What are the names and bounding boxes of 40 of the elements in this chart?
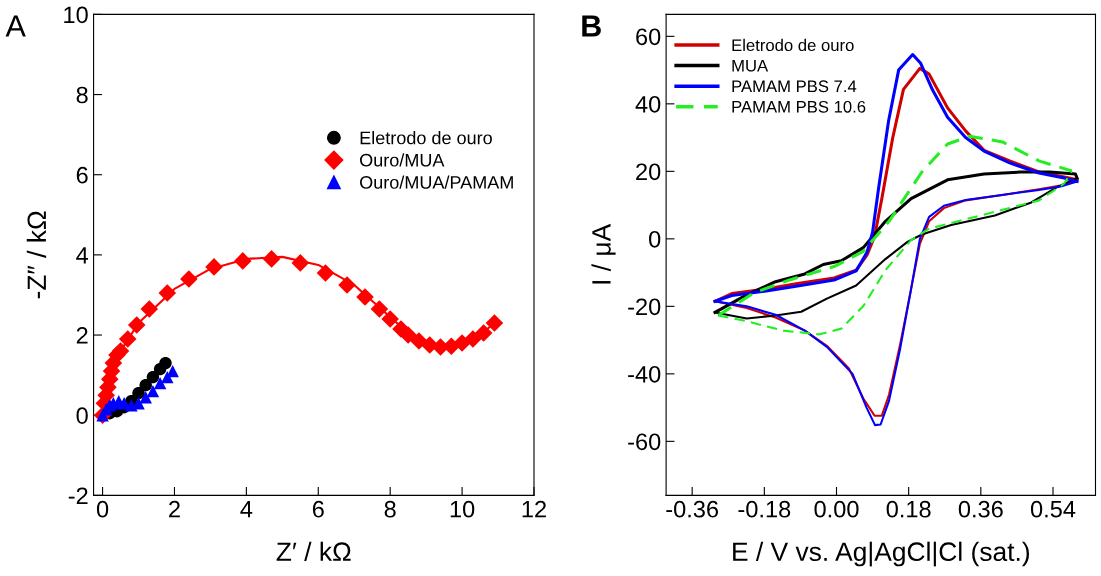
x-tick-label: 12	[522, 500, 546, 518]
y-tick-label: 8	[76, 86, 88, 104]
x-tick-label: 8	[384, 500, 396, 518]
y-tick-label: 40	[635, 95, 661, 113]
x-tick-label: 0.36	[958, 500, 1003, 518]
x-tick-label: 0.54	[1030, 500, 1076, 518]
chart-title: A	[5, 15, 26, 37]
x-tick-label: 0	[96, 500, 109, 518]
y-tick-label: -20	[628, 298, 661, 316]
y-tick-label: -60	[628, 433, 661, 451]
legend-label: Eletrodo de ouro	[732, 38, 854, 52]
y-tick-label: 0	[649, 230, 661, 248]
y-tick-label: 4	[76, 247, 89, 264]
x-axis-title: E / V vs. Ag|AgCl|Cl (sat.)	[733, 541, 1029, 567]
y-tick-label: -2	[68, 487, 88, 504]
y-axis-title: -Z″ / kΩ	[26, 211, 47, 299]
y-tick-label: -40	[628, 365, 661, 383]
y-axis-title: I / μA	[591, 223, 616, 284]
legend-label: Ouro/MUA/PAMAM	[360, 175, 513, 189]
x-tick-label: 0.00	[814, 500, 859, 518]
legend-label: Eletrodo de ouro	[360, 131, 492, 145]
x-tick-label: -0.36	[666, 500, 719, 518]
x-tick-label: -0.18	[738, 500, 791, 518]
y-tick-label: 2	[76, 327, 88, 344]
x-tick-label: 4	[240, 501, 253, 518]
legend-label: PAMAM PBS 7.4	[732, 80, 857, 93]
y-tick-label: 6	[76, 166, 88, 184]
x-tick-label: 6	[312, 500, 324, 518]
x-tick-label: 0.18	[886, 500, 931, 518]
x-tick-label: 10	[450, 500, 475, 518]
y-tick-label: 0	[76, 407, 88, 424]
x-axis-title: Z′ / kΩ	[276, 541, 351, 562]
y-tick-label: 20	[636, 163, 661, 181]
chart-title: B	[582, 15, 601, 37]
x-tick-label: 2	[169, 500, 180, 518]
legend-label: MUA	[732, 59, 769, 72]
y-tick-label: 10	[64, 6, 88, 24]
legend-label: Ouro/MUA	[360, 153, 445, 167]
legend-label: PAMAM PBS 10.6	[732, 100, 866, 113]
y-tick-label: 60	[636, 28, 661, 46]
